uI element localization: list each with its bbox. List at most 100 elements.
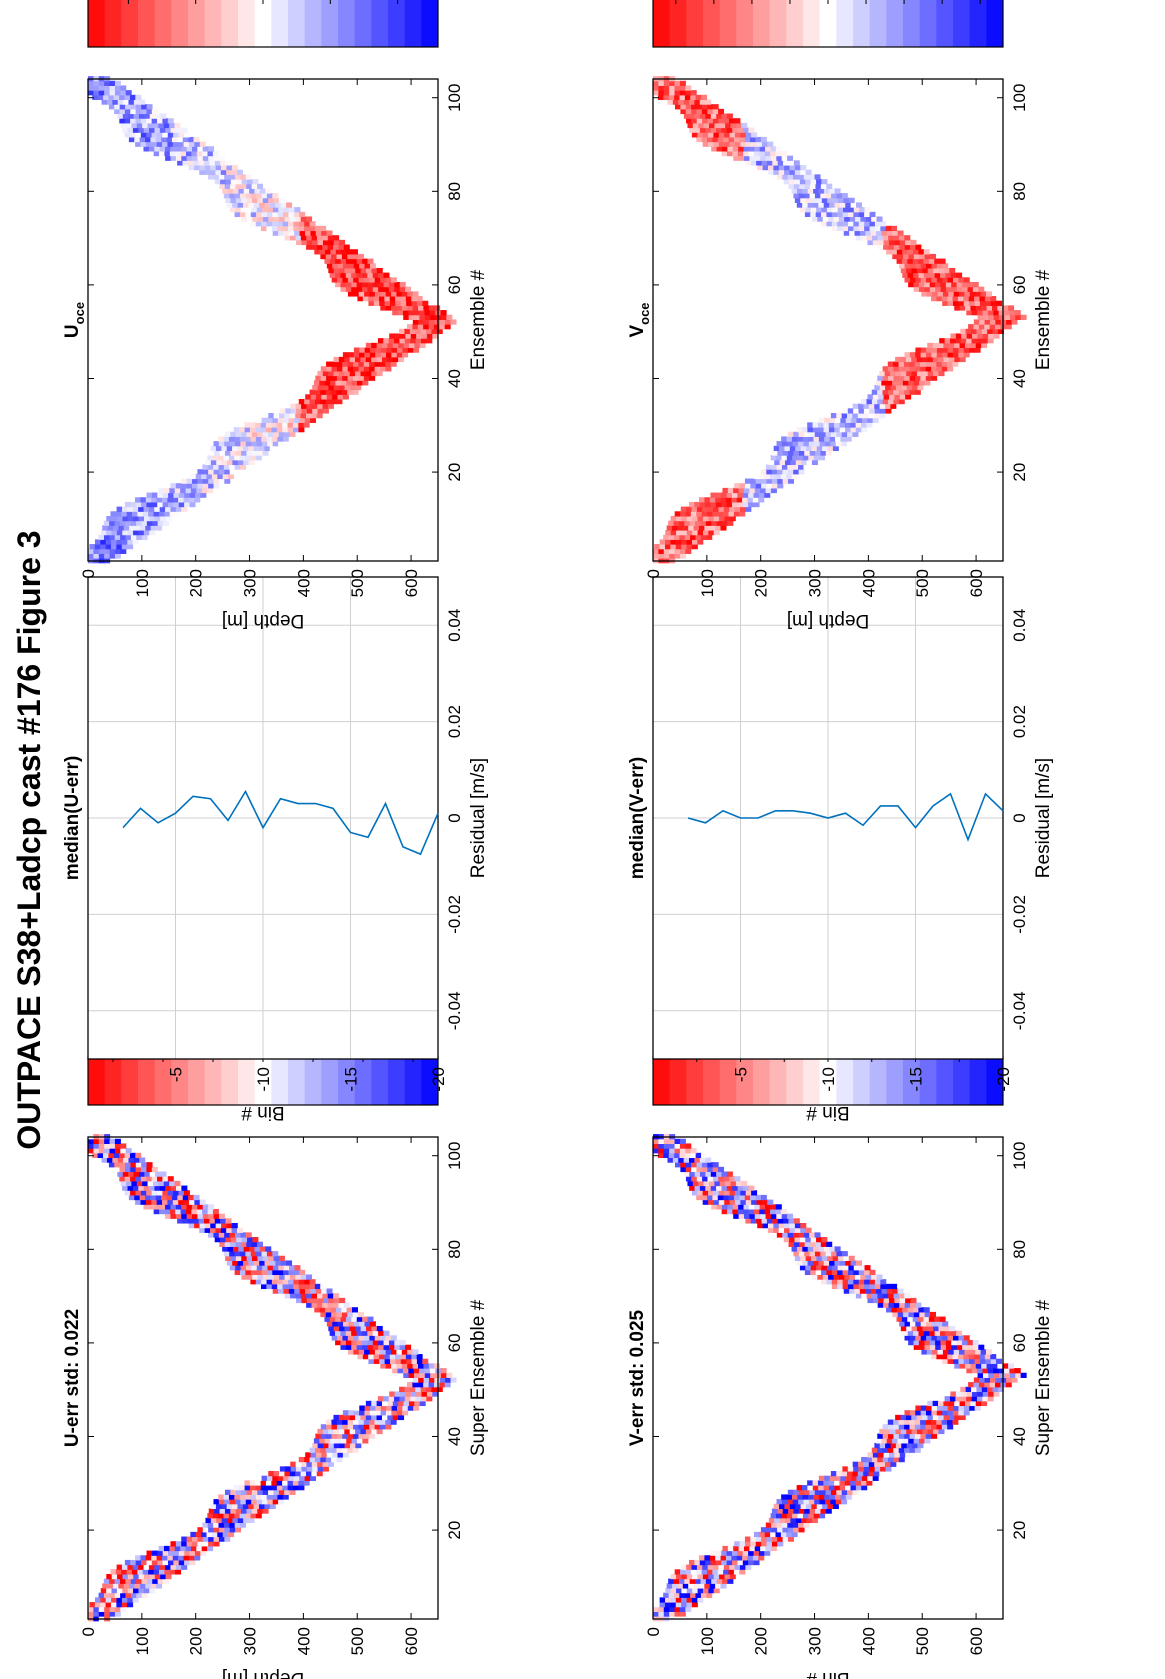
heatmap-cell <box>156 1555 163 1561</box>
heatmap-cell <box>879 403 886 409</box>
heatmap-cell <box>209 160 216 166</box>
heatmap-cell <box>691 544 698 550</box>
heatmap-cell <box>220 1227 227 1233</box>
heatmap-cell <box>184 501 191 508</box>
heatmap-cell <box>936 1424 943 1430</box>
heatmap-cell <box>284 1489 291 1495</box>
heatmap-cell <box>837 211 844 218</box>
heatmap-cell <box>757 1222 764 1229</box>
heatmap-cell <box>799 207 806 213</box>
heatmap-cell <box>794 179 801 185</box>
heatmap-cell <box>257 1274 264 1280</box>
heatmap-cell <box>266 225 273 232</box>
heatmap-cell <box>665 1588 672 1594</box>
heatmap-cell <box>981 328 988 335</box>
heatmap-cell <box>684 1152 691 1159</box>
heatmap-cell <box>679 534 686 540</box>
heatmap-cell <box>306 244 313 250</box>
heatmap-cell <box>809 1508 816 1514</box>
heatmap-cell <box>169 1180 176 1187</box>
heatmap-cell <box>347 1311 354 1318</box>
heatmap-cell <box>829 202 836 208</box>
heatmap-cell <box>874 403 881 409</box>
heatmap-cell <box>928 1316 935 1322</box>
heatmap-cell <box>225 1218 232 1224</box>
heatmap-cell <box>255 1480 262 1486</box>
heatmap-cell <box>658 553 665 559</box>
heatmap-cell <box>732 501 739 508</box>
heatmap-cell <box>897 253 904 260</box>
heatmap-cell <box>748 150 755 157</box>
heatmap-cell <box>208 1232 215 1238</box>
heatmap-cell <box>695 1578 702 1584</box>
heatmap-cell <box>101 99 108 105</box>
heatmap-cell <box>167 118 174 124</box>
heatmap-cell <box>305 394 312 400</box>
heatmap-cell <box>162 1190 169 1196</box>
heatmap-cell <box>693 525 700 531</box>
heatmap-cell <box>122 530 129 536</box>
heatmap-cell <box>782 1232 789 1238</box>
heatmap-cell <box>369 352 376 358</box>
heatmap-cell <box>819 455 826 461</box>
heatmap-cell <box>114 104 121 110</box>
heatmap-cell <box>93 1148 100 1154</box>
heatmap-cell <box>157 118 164 124</box>
heatmap-cell <box>124 132 131 138</box>
heatmap-cell <box>413 1368 420 1374</box>
heatmap-cell <box>419 1400 426 1407</box>
heatmap-cell <box>784 169 791 175</box>
heatmap-cell <box>306 1297 313 1304</box>
heatmap-cell <box>224 183 231 189</box>
heatmap-cells <box>88 76 457 564</box>
heatmap-cell <box>834 427 841 433</box>
heatmap-cell <box>848 1265 855 1271</box>
heatmap-cell <box>993 310 1000 316</box>
figure-title: OUTPACE S38+Ladcp cast #176 Figure 3 <box>11 530 47 1149</box>
heatmap-cell <box>269 1260 276 1266</box>
heatmap-cell <box>692 122 699 129</box>
colorbar-swatch <box>354 0 372 47</box>
heatmap-cell <box>759 1531 766 1538</box>
heatmap-cell <box>155 136 162 143</box>
heatmap-cell <box>299 1288 306 1294</box>
heatmap-cell <box>793 450 800 456</box>
heatmap-cell <box>877 244 884 250</box>
heatmap-cell <box>338 1428 345 1435</box>
heatmap-cell <box>293 225 300 232</box>
heatmap-cell <box>235 1241 242 1247</box>
heatmap-cell <box>705 113 712 119</box>
heatmap-cell <box>130 520 137 526</box>
heatmap-cell <box>141 534 148 540</box>
heatmap-cell <box>654 544 661 550</box>
heatmap-cell <box>340 281 347 288</box>
heatmap-cell <box>788 160 795 166</box>
heatmap-cell <box>749 1213 756 1219</box>
heatmap-cell <box>408 1372 415 1378</box>
heatmap-cell <box>272 193 279 199</box>
colorbar-swatch <box>836 1057 854 1105</box>
heatmap-cell <box>280 1260 287 1266</box>
heatmap-cell <box>245 193 252 199</box>
heatmap-cell <box>776 174 783 180</box>
heatmap-cell <box>887 361 894 367</box>
heatmap-cell <box>387 342 394 349</box>
x-tick-label: 20 <box>445 463 464 482</box>
heatmap-cell <box>117 1573 124 1580</box>
heatmap-cell <box>300 1274 307 1280</box>
heatmap-cell <box>117 99 124 105</box>
heatmap-cell <box>217 473 224 480</box>
heatmap-cell <box>380 1424 387 1430</box>
heatmap-cell <box>748 1185 755 1191</box>
heatmap-cell <box>821 221 828 227</box>
heatmap-cell <box>234 1494 241 1500</box>
heatmap-cell <box>371 267 378 274</box>
heatmap-cell <box>673 520 680 526</box>
heatmap-cell <box>891 225 898 232</box>
heatmap-cell <box>770 473 777 480</box>
heatmap-cell <box>1014 1368 1021 1374</box>
heatmap-cell <box>127 530 134 536</box>
heatmap-cell <box>966 333 973 339</box>
heatmap-cell <box>972 281 979 288</box>
heatmap-cell <box>823 1480 830 1486</box>
